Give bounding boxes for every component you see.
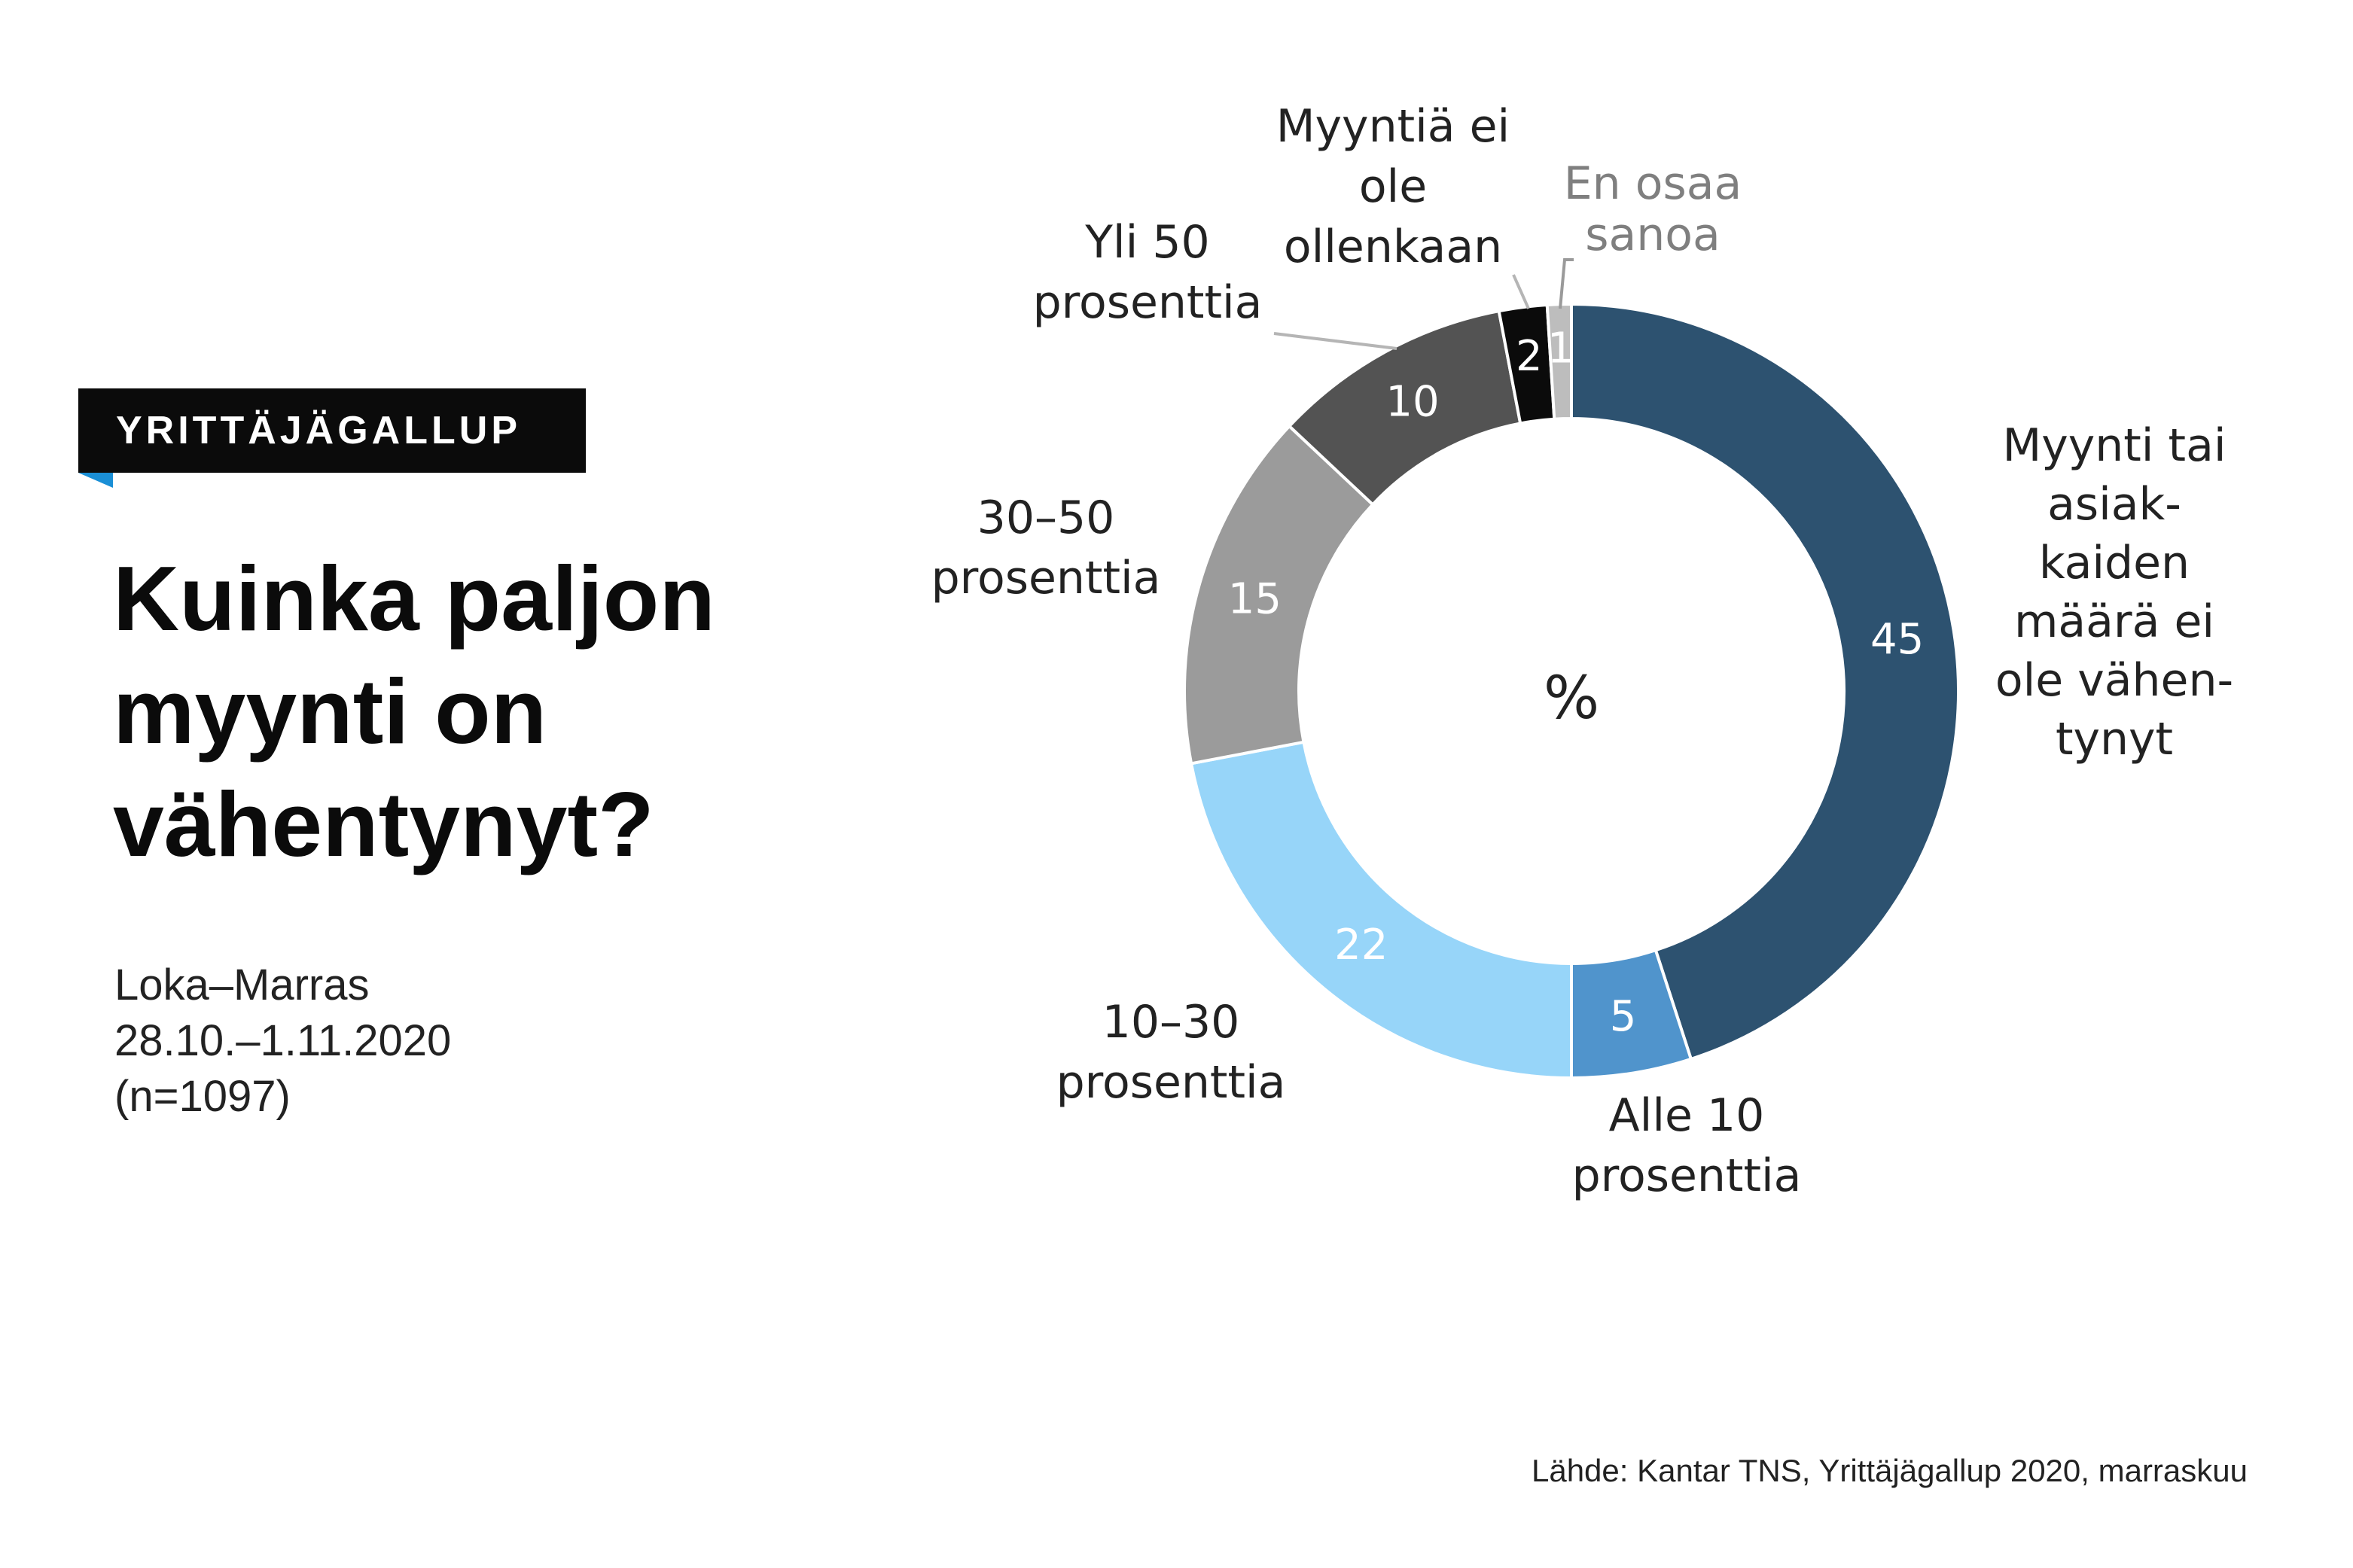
survey-period: Loka–Marras — [114, 961, 370, 1009]
slice-category-label: 10–30 prosenttia — [1056, 996, 1286, 1109]
chart-title: Kuinka paljon myynti on vähentynyt? — [113, 542, 836, 881]
slice-value-label: 45 — [1870, 615, 1924, 664]
title-line: vähentynyt? — [113, 773, 654, 875]
slice-value-label: 10 — [1385, 378, 1439, 427]
slice-category-label: Yli 50 prosenttia — [1033, 216, 1263, 329]
slice-category-label: Myynti tai asiak-kaiden määrä ei ole vähen-… — [1995, 419, 2233, 766]
center-label: % — [1544, 665, 1599, 732]
slice-category-label: 30–50 prosenttia — [931, 492, 1161, 604]
leader-line — [1273, 332, 1397, 350]
badge-accent — [78, 473, 113, 488]
title-line: myynti on — [113, 660, 547, 763]
leader-line — [1559, 258, 1574, 309]
leader-line — [1512, 274, 1530, 309]
survey-info: Loka–Marras 28.10.–1.11.2020 (n=1097) — [114, 958, 451, 1125]
slice-value-label: 2 — [1516, 332, 1543, 381]
sample-size: (n=1097) — [114, 1072, 291, 1121]
slice-category-label: Myyntiä ei ole ollenkaan — [1276, 100, 1510, 273]
donut-slice — [1545, 302, 1573, 421]
title-line: Kuinka paljon — [113, 547, 715, 650]
slice-value-label: 15 — [1228, 574, 1282, 623]
donut-slice — [1189, 740, 1573, 1080]
slice-category-label: En osaa sanoa — [1564, 157, 1742, 261]
slice-value-label: 22 — [1334, 921, 1388, 970]
slice-category-label: Alle 10 prosenttia — [1572, 1089, 1802, 1202]
source-note: Lähde: Kantar TNS, Yrittäjägallup 2020, … — [1531, 1453, 2248, 1488]
slice-value-label: 5 — [1610, 992, 1637, 1041]
slice-value-label: 1 — [1547, 324, 1574, 373]
survey-dates: 28.10.–1.11.2020 — [114, 1016, 452, 1065]
badge-label: YRITTÄJÄGALLUP — [116, 409, 521, 452]
donut-slice — [1570, 302, 1960, 1061]
category-badge: YRITTÄJÄGALLUP — [78, 388, 586, 473]
